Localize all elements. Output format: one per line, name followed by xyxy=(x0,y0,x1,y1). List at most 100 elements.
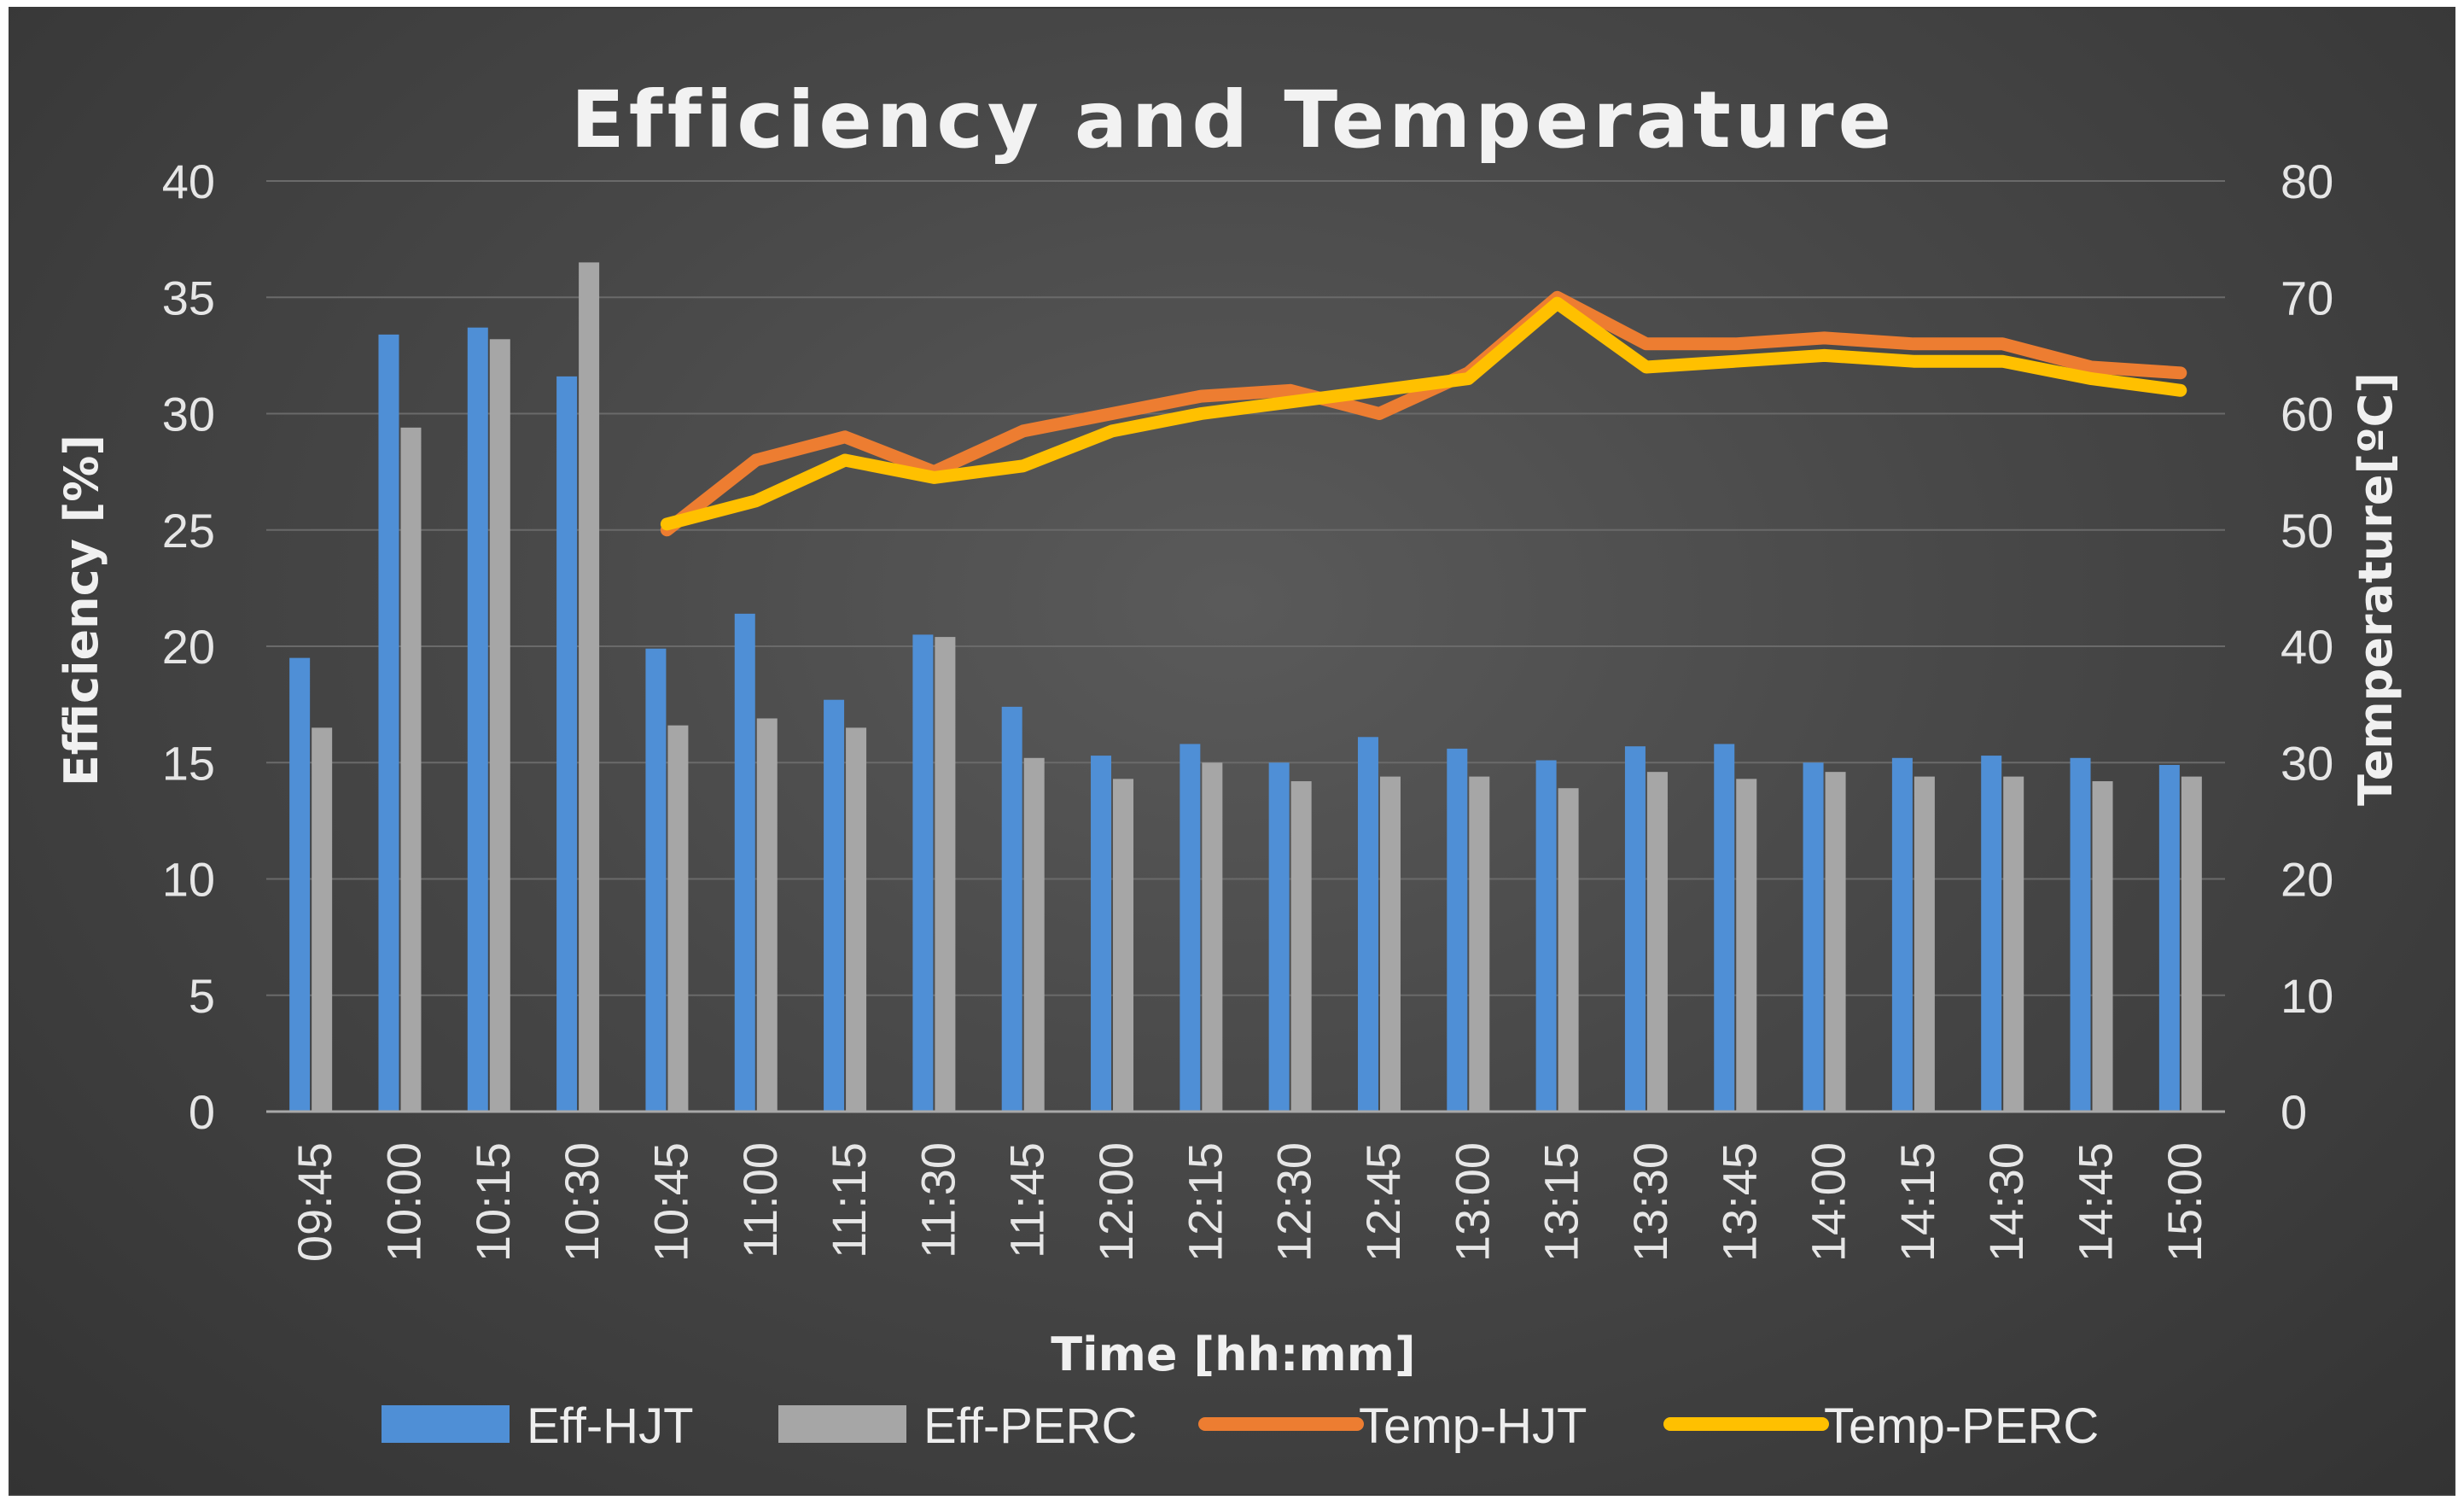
x-tick-label: 12:45 xyxy=(1356,1142,1410,1262)
y-axis-title: Efficiency [%] xyxy=(55,435,108,786)
x-tick-label: 15:00 xyxy=(2158,1142,2211,1262)
y-tick-label: 0 xyxy=(189,1085,215,1139)
x-tick-label: 12:00 xyxy=(1089,1142,1143,1262)
y-tick-label: 15 xyxy=(162,736,215,790)
x-tick-label: 13:00 xyxy=(1445,1142,1499,1262)
x-tick-label: 13:45 xyxy=(1712,1142,1766,1262)
chart-svg: Efficiency and Temperature 0 5 10 15 20 25 30 3… xyxy=(55,74,2403,1454)
x-tick-label: 14:00 xyxy=(1802,1142,1855,1262)
legend-label-temp-hjt: Temp-HJT xyxy=(1359,1398,1587,1454)
y-tick-label: 30 xyxy=(162,388,215,441)
bar-eff-hjt-10:45 xyxy=(645,648,667,1112)
chart-frame: Efficiency and Temperature 0 5 10 15 20 25 30 3… xyxy=(9,7,2455,1496)
y-tick-label: 40 xyxy=(162,155,215,208)
x-tick-label: 14:30 xyxy=(1979,1142,2033,1262)
bar-eff-perc-13:30 xyxy=(1646,772,1668,1112)
x-axis-title: Time [hh:mm] xyxy=(1051,1328,1415,1381)
y-tick-label: 25 xyxy=(162,504,215,557)
bar-eff-hjt-11:15 xyxy=(824,699,845,1112)
x-tick-label: 12:30 xyxy=(1267,1142,1321,1262)
bar-eff-hjt-14:00 xyxy=(1803,762,1824,1112)
bar-eff-perc-12:00 xyxy=(1113,779,1134,1112)
bar-eff-hjt-12:45 xyxy=(1357,737,1378,1112)
legend-swatch-eff-perc xyxy=(778,1405,906,1443)
line-layer xyxy=(660,290,2187,537)
bar-eff-hjt-11:00 xyxy=(734,613,755,1112)
line-temp-perc xyxy=(660,296,2187,531)
y2-tick-label: 50 xyxy=(2281,504,2333,557)
bar-eff-perc-13:45 xyxy=(1736,779,1757,1112)
x-tick-label: 10:45 xyxy=(644,1142,697,1262)
y2-tick-label: 0 xyxy=(2281,1085,2307,1139)
bar-eff-perc-12:30 xyxy=(1290,781,1312,1112)
bar-eff-perc-14:45 xyxy=(2092,781,2113,1112)
bar-eff-perc-10:15 xyxy=(489,339,510,1112)
bar-eff-perc-09:45 xyxy=(312,727,333,1112)
bar-eff-perc-14:15 xyxy=(1914,776,1935,1112)
x-tick-label: 11:45 xyxy=(1000,1142,1054,1258)
line-temp-hjt xyxy=(660,290,2187,537)
bar-eff-hjt-13:15 xyxy=(1535,760,1557,1112)
bar-eff-perc-10:00 xyxy=(400,427,422,1112)
x-tick-label: 13:30 xyxy=(1623,1142,1677,1262)
y2-tick-label: 80 xyxy=(2281,155,2333,208)
x-tick-label: 11:30 xyxy=(911,1142,964,1258)
x-tick-label: 10:30 xyxy=(555,1142,609,1262)
bar-eff-perc-10:45 xyxy=(667,725,689,1112)
y2-tick-label: 70 xyxy=(2281,271,2333,324)
x-tick-label: 11:15 xyxy=(822,1142,876,1258)
bar-eff-hjt-14:45 xyxy=(2070,757,2091,1112)
y2-axis-title: Temperature[ºC] xyxy=(2349,372,2403,806)
bar-eff-perc-11:30 xyxy=(935,637,956,1112)
bar-layer xyxy=(289,262,2202,1112)
bar-eff-perc-12:15 xyxy=(1202,762,1223,1112)
bar-eff-hjt-13:45 xyxy=(1714,744,1735,1112)
x-tick-label: 12:15 xyxy=(1178,1142,1232,1262)
x-tick-label: 14:15 xyxy=(1890,1142,1944,1262)
bar-eff-perc-10:30 xyxy=(579,262,600,1112)
y2-tick-label: 60 xyxy=(2281,388,2333,441)
bar-eff-perc-11:15 xyxy=(846,727,867,1112)
axis-layer: 0 5 10 15 20 25 30 35 40 0 10 20 30 40 50 60 70 80 09:45 10… xyxy=(162,155,2334,1262)
x-tick-label: 09:45 xyxy=(288,1142,341,1262)
x-tick-label: 13:15 xyxy=(1535,1142,1588,1262)
bar-eff-perc-12:45 xyxy=(1379,776,1401,1112)
bar-eff-perc-15:00 xyxy=(2181,776,2202,1112)
chart-title: Efficiency and Temperature xyxy=(571,74,1896,166)
x-tick-label: 14:45 xyxy=(2069,1142,2123,1262)
y2-tick-label: 10 xyxy=(2281,969,2333,1023)
legend-swatch-eff-hjt xyxy=(382,1405,510,1443)
legend: Eff-HJT Eff-PERC Temp-HJT Temp-PERC xyxy=(382,1398,2099,1454)
y-tick-label: 20 xyxy=(162,620,215,674)
bar-eff-hjt-10:15 xyxy=(467,327,488,1112)
bar-eff-hjt-10:00 xyxy=(378,334,399,1112)
y-tick-label: 35 xyxy=(162,271,215,324)
y-tick-label: 5 xyxy=(189,969,215,1023)
y-tick-label: 10 xyxy=(162,853,215,907)
bar-eff-hjt-11:45 xyxy=(1001,706,1022,1112)
bar-eff-perc-11:00 xyxy=(756,718,778,1112)
bar-eff-hjt-12:15 xyxy=(1180,744,1201,1112)
legend-label-eff-perc: Eff-PERC xyxy=(923,1398,1137,1454)
x-tick-label: 11:00 xyxy=(733,1142,787,1258)
bar-eff-hjt-12:30 xyxy=(1268,762,1290,1112)
bar-eff-perc-11:45 xyxy=(1023,757,1045,1112)
bar-eff-hjt-13:00 xyxy=(1447,748,1468,1112)
bar-eff-hjt-14:15 xyxy=(1891,757,1913,1112)
bar-eff-hjt-10:30 xyxy=(556,376,578,1112)
x-tick-label: 10:00 xyxy=(376,1142,430,1262)
bar-eff-hjt-14:30 xyxy=(1981,756,2002,1112)
bar-eff-hjt-13:30 xyxy=(1624,746,1646,1112)
bar-eff-hjt-15:00 xyxy=(2158,764,2180,1112)
x-tick-label: 10:15 xyxy=(466,1142,520,1262)
bar-eff-hjt-09:45 xyxy=(289,657,311,1112)
bar-eff-perc-13:15 xyxy=(1558,788,1579,1112)
bar-eff-perc-14:00 xyxy=(1825,772,1846,1112)
bar-eff-hjt-11:30 xyxy=(912,634,934,1112)
y2-tick-label: 30 xyxy=(2281,736,2333,790)
y2-tick-label: 40 xyxy=(2281,620,2333,674)
bar-eff-perc-13:00 xyxy=(1469,776,1490,1112)
legend-label-eff-hjt: Eff-HJT xyxy=(527,1398,694,1454)
bar-eff-perc-14:30 xyxy=(2003,776,2024,1112)
y2-tick-label: 20 xyxy=(2281,853,2333,907)
